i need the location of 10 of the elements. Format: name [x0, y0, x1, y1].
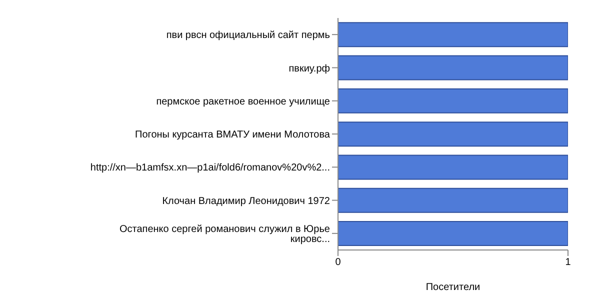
y-tick-label: пвкиу.рф	[288, 63, 330, 74]
y-tick-label: Погоны курсанта ВМАТУ имени Молотова	[135, 130, 330, 141]
y-tick-label: http://xn—b1amfsx.xn—p1ai/fold6/romanov%20v%2...	[90, 162, 330, 174]
x-tick-label: 0	[335, 257, 342, 268]
y-tick-label: пви рвсн официальный сайт пермь	[166, 30, 330, 42]
y-tick-label: Остапенко сергей романович служил в Юрье кировс...	[119, 224, 330, 245]
x-axis-title: Посетители	[426, 282, 480, 293]
y-tick-label: Клочан Владимир Леонидович 1972	[162, 196, 330, 207]
x-tick-label: 1	[565, 257, 572, 268]
y-tick-label: пермское ракетное военное училище	[156, 96, 330, 108]
